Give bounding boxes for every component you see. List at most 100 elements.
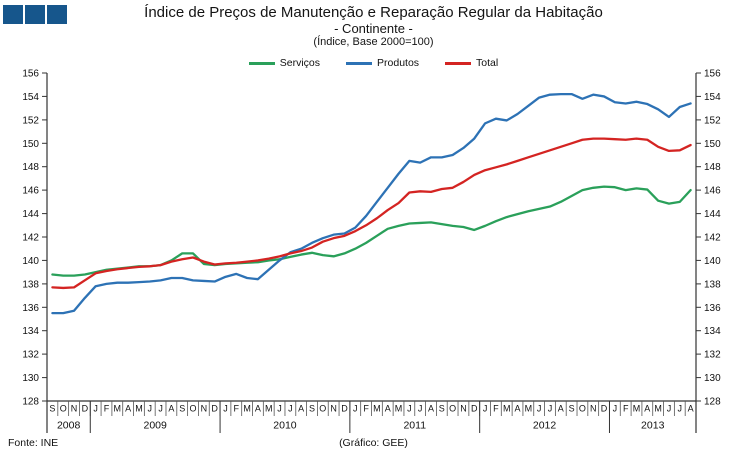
y-tick-label-left: 130 [22, 373, 39, 384]
y-tick-label-right: 132 [704, 350, 721, 361]
month-tick-label: J [418, 404, 423, 414]
y-tick-label-right: 140 [704, 256, 721, 267]
month-tick-label: J [613, 404, 618, 414]
y-tick-label-left: 136 [22, 303, 39, 314]
month-tick-label: F [104, 404, 110, 414]
legend-item-servicos: Serviços [248, 57, 321, 69]
month-tick-label: A [255, 404, 261, 414]
y-tick-label-right: 144 [704, 209, 721, 220]
y-tick-label-right: 154 [704, 92, 721, 103]
year-label: 2012 [533, 420, 557, 432]
y-tick-label-left: 134 [22, 326, 39, 337]
y-tick-label-right: 148 [704, 162, 721, 173]
month-tick-label: A [644, 404, 650, 414]
y-tick-label-right: 152 [704, 115, 721, 126]
y-tick-label-right: 146 [704, 186, 721, 197]
month-tick-label: J [407, 404, 412, 414]
y-tick-label-left: 156 [22, 69, 39, 80]
month-tick-label: S [569, 404, 575, 414]
y-tick-label-right: 150 [704, 139, 721, 150]
month-tick-label: M [243, 404, 251, 414]
month-tick-label: D [82, 404, 89, 414]
legend-item-total: Total [445, 57, 498, 69]
month-tick-label: M [503, 404, 511, 414]
logo-square-1 [3, 5, 23, 24]
y-tick-label-right: 134 [704, 326, 721, 337]
chart-note: (Índice, Base 2000=100) [313, 36, 434, 48]
y-tick-label-left: 140 [22, 256, 39, 267]
month-tick-label: J [667, 404, 672, 414]
month-tick-label: S [309, 404, 315, 414]
y-tick-label-right: 136 [704, 303, 721, 314]
month-tick-label: F [623, 404, 629, 414]
month-tick-label: M [633, 404, 641, 414]
month-tick-label: J [277, 404, 282, 414]
series-line-total [51, 137, 692, 290]
month-tick-label: N [590, 404, 597, 414]
month-tick-label: J [353, 404, 358, 414]
y-tick-label-right: 138 [704, 279, 721, 290]
month-tick-label: F [234, 404, 240, 414]
legend-label-produtos: Produtos [377, 57, 420, 69]
month-tick-label: O [60, 404, 67, 414]
source-label: Fonte: INE [8, 437, 59, 449]
month-tick-label: A [125, 404, 131, 414]
month-tick-label: D [471, 404, 478, 414]
month-tick-label: M [525, 404, 533, 414]
month-tick-label: A [428, 404, 434, 414]
legend-item-produtos: Produtos [346, 57, 419, 69]
series-line-servicos [51, 185, 692, 277]
legend-swatch-servicos [248, 61, 275, 65]
year-label: 2011 [403, 420, 426, 432]
year-label: 2009 [143, 420, 167, 432]
month-tick-label: M [654, 404, 662, 414]
month-tick-label: J [483, 404, 488, 414]
y-tick-label-right: 130 [704, 373, 721, 384]
y-tick-label-left: 142 [22, 233, 39, 244]
series-line-produtos [51, 92, 692, 315]
legend-label-servicos: Serviços [279, 57, 321, 69]
legend: Serviços Produtos Total [0, 57, 747, 69]
month-tick-label: J [93, 404, 98, 414]
y-tick-label-right: 128 [704, 397, 721, 408]
month-tick-label: F [493, 404, 499, 414]
logo-square-3 [47, 5, 67, 24]
month-tick-label: M [373, 404, 381, 414]
year-label: 2010 [273, 420, 297, 432]
month-tick-label: D [341, 404, 348, 414]
month-tick-label: A [385, 404, 391, 414]
month-tick-label: J [158, 404, 163, 414]
year-label: 2008 [57, 420, 81, 432]
month-tick-label: D [211, 404, 218, 414]
logo-square-2 [25, 5, 45, 24]
month-tick-label: A [688, 404, 694, 414]
month-tick-label: O [579, 404, 586, 414]
month-tick-label: O [449, 404, 456, 414]
month-tick-label: S [179, 404, 185, 414]
month-tick-label: M [395, 404, 403, 414]
year-label: 2013 [641, 420, 665, 432]
month-tick-label: N [460, 404, 467, 414]
y-tick-label-right: 156 [704, 69, 721, 80]
month-tick-label: S [49, 404, 55, 414]
month-tick-label: N [201, 404, 208, 414]
chart-subtitle: - Continente - [334, 21, 413, 36]
y-tick-label-left: 144 [22, 209, 39, 220]
month-tick-label: S [439, 404, 445, 414]
month-tick-label: J [537, 404, 542, 414]
month-tick-label: A [168, 404, 174, 414]
logo [3, 5, 67, 24]
series-lines [51, 92, 692, 315]
chart-header: Índice de Preços de Manutenção e Reparaç… [0, 4, 747, 49]
month-tick-label: M [265, 404, 273, 414]
y-tick-label-left: 132 [22, 350, 39, 361]
month-tick-label: O [190, 404, 197, 414]
axes: 128 128 130 130 132 132 134 134 136 136 138 138 140 1… [22, 69, 721, 433]
y-tick-label-left: 154 [22, 92, 39, 103]
month-tick-label: A [298, 404, 304, 414]
year-axis: 2008 2009 2010 2011 2012 2013 [57, 401, 665, 433]
y-tick-label-left: 150 [22, 139, 39, 150]
y-tick-label-right: 142 [704, 233, 721, 244]
legend-label-total: Total [476, 57, 499, 69]
